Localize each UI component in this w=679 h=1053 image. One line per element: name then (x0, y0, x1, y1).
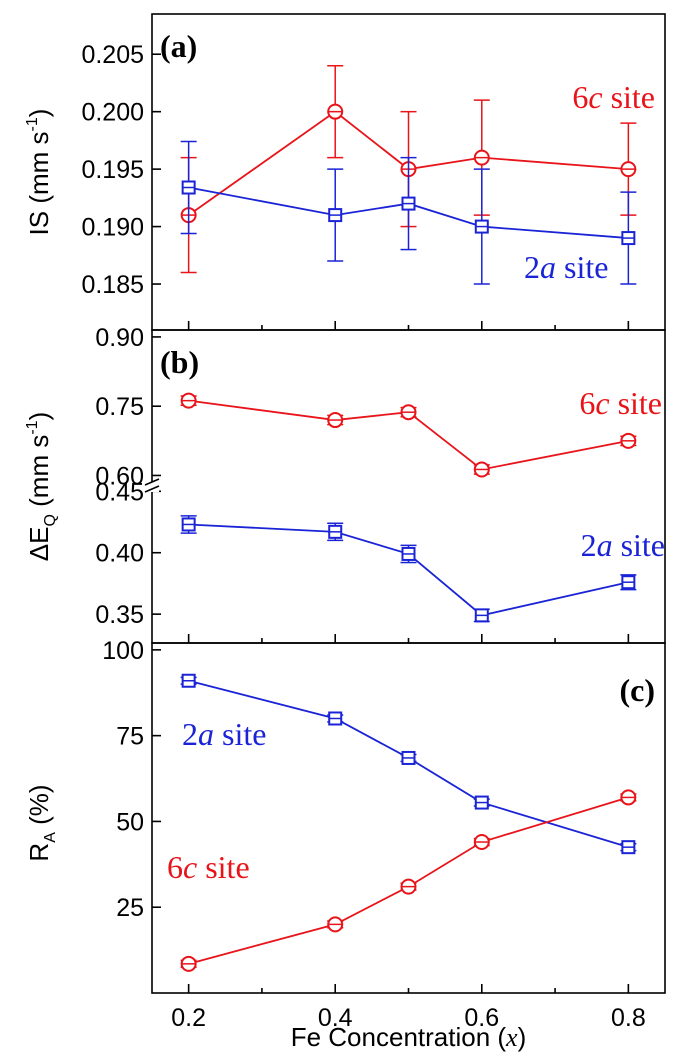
x-axis-label-var: x (505, 1023, 518, 1052)
y-axis-label-close: ) (24, 412, 54, 421)
y-axis-label-end: ) (24, 109, 54, 118)
x-axis-label-end: ) (518, 1022, 527, 1052)
series-label-number: 6 (572, 79, 588, 115)
x-tick-label: 0.4 (318, 1004, 353, 1032)
y-tick-label: 0.45 (95, 478, 144, 506)
series-label-letter: a (198, 716, 214, 752)
axis-break-mark (144, 485, 160, 493)
series-label-letter: c (183, 849, 197, 885)
y-axis-label-main: IS (mm s (24, 131, 54, 235)
series-label-number: 2 (581, 527, 597, 563)
y-tick-label: 0.60 (95, 462, 144, 490)
panel-label: (b) (160, 344, 199, 380)
y-axis-label: IS (mm s-1) (24, 109, 54, 236)
x-tick-label: 0.2 (171, 1004, 206, 1032)
series-label-letter: a (597, 527, 613, 563)
y-axis-label-end: (mm s (24, 435, 54, 514)
y-axis-label-sub: Q (42, 514, 59, 526)
axis-break-gap (145, 482, 159, 492)
series-label-text: site (613, 527, 665, 563)
series-label-number: 2 (182, 716, 198, 752)
y-tick-label: 100 (102, 637, 144, 665)
x-axis-label-main: Fe Concentration ( (291, 1022, 507, 1052)
y-tick-label: 0.190 (81, 214, 144, 242)
y-tick-label: 0.75 (95, 393, 144, 421)
y-axis-label-main: ΔE (24, 527, 54, 562)
series-label-letter: c (595, 385, 609, 421)
y-tick-label: 0.90 (95, 324, 144, 352)
y-tick-label: 0.195 (81, 156, 144, 184)
series-label-text: site (556, 249, 608, 285)
series-label: 6c site (579, 385, 662, 421)
axis-break-mark (144, 478, 160, 486)
series-label-text: site (197, 849, 249, 885)
series-label-text: site (610, 385, 662, 421)
y-tick-label: 0.40 (95, 540, 144, 568)
y-axis-label-sup: -1 (24, 420, 41, 434)
y-tick-label: 25 (116, 894, 144, 922)
series-label-text: site (603, 79, 655, 115)
series-label-letter: c (588, 79, 602, 115)
plot-frame (151, 329, 666, 644)
y-axis-label-main: R (24, 843, 54, 862)
y-axis-label-end: (%) (24, 784, 54, 832)
series-label: 6c site (167, 849, 250, 885)
y-axis-label: ΔEQ (mm s-1) (24, 412, 59, 562)
plot-frame (151, 642, 666, 994)
panel-label: (a) (160, 28, 197, 64)
series-label: 6c site (572, 79, 655, 115)
x-tick-label: 0.6 (464, 1004, 499, 1032)
series-label: 2a site (524, 249, 608, 285)
y-axis-label-sup: -1 (24, 117, 41, 131)
series-label: 2a site (581, 527, 665, 563)
panel-label: (c) (619, 672, 655, 708)
y-tick-label: 75 (116, 723, 144, 751)
x-axis-label: Fe Concentration (x) (291, 1022, 527, 1052)
series-label-number: 2 (524, 249, 540, 285)
series-label-number: 6 (579, 385, 595, 421)
series-label-text: site (214, 716, 266, 752)
series-line (188, 523, 629, 617)
series-label-letter: a (540, 249, 556, 285)
x-tick-label: 0.8 (611, 1004, 646, 1032)
y-tick-label: 0.205 (81, 41, 144, 69)
y-axis-label: RA (%) (24, 784, 59, 861)
y-tick-label: 0.185 (81, 271, 144, 299)
y-tick-label: 50 (116, 808, 144, 836)
y-tick-label: 0.35 (95, 601, 144, 629)
series-label-number: 6 (167, 849, 183, 885)
x-axis: 0.2 0.4 0.6 0.8 Fe Concentration (x) (171, 1004, 645, 1052)
y-tick-label: 0.200 (81, 99, 144, 127)
series-label: 2a site (182, 716, 266, 752)
y-axis-label-sub: A (42, 832, 59, 843)
